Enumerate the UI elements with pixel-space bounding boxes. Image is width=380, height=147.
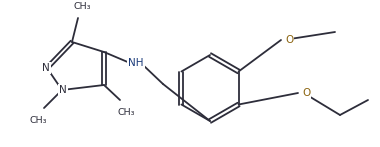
Text: CH₃: CH₃ [29, 116, 47, 125]
Text: N: N [42, 63, 50, 73]
Text: O: O [302, 88, 310, 98]
Text: N: N [59, 85, 67, 95]
Text: CH₃: CH₃ [117, 108, 135, 117]
Text: CH₃: CH₃ [73, 2, 91, 11]
Text: O: O [285, 35, 293, 45]
Text: NH: NH [128, 58, 144, 68]
